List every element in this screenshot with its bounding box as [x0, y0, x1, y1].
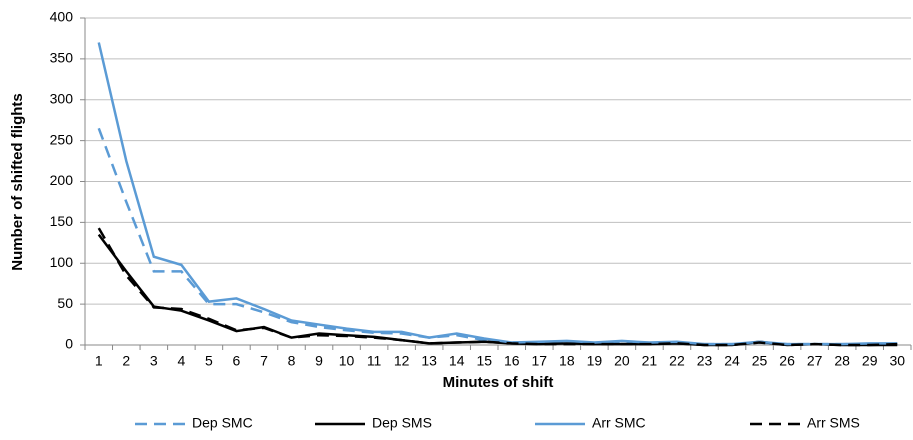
x-tick-label: 20 [614, 353, 630, 369]
x-tick-label: 4 [177, 353, 185, 369]
x-tick-label: 15 [476, 353, 492, 369]
series-line [97, 227, 898, 347]
y-tick-label: 250 [50, 131, 74, 147]
x-tick-label: 11 [367, 353, 382, 369]
legend-label: Arr SMC [592, 415, 646, 431]
x-tick-label: 12 [394, 353, 410, 369]
x-tick-label: 13 [421, 353, 437, 369]
y-tick-label: 400 [50, 9, 74, 25]
x-tick-label: 1 [95, 353, 103, 369]
x-tick-label: 23 [697, 353, 713, 369]
x-axis-title: Minutes of shift [443, 374, 554, 391]
x-tick-label: 6 [233, 353, 241, 369]
x-tick-label: 18 [559, 353, 575, 369]
x-tick-label: 21 [642, 353, 658, 369]
y-tick-label: 150 [50, 213, 74, 229]
x-tick-label: 22 [669, 353, 685, 369]
legend-label: Dep SMS [372, 415, 432, 431]
x-tick-label: 8 [288, 353, 296, 369]
series-line [97, 233, 898, 347]
y-tick-label: 350 [50, 50, 74, 66]
y-tick-label: 300 [50, 90, 74, 106]
x-tick-label: 17 [532, 353, 548, 369]
series-line [97, 42, 898, 346]
x-tick-label: 29 [862, 353, 878, 369]
x-tick-label: 27 [807, 353, 823, 369]
x-tick-label: 2 [122, 353, 130, 369]
x-tick-label: 24 [724, 353, 740, 369]
y-axis-title: Number of shifted flights [9, 93, 26, 271]
x-tick-label: 25 [752, 353, 768, 369]
x-tick-label: 3 [150, 353, 158, 369]
x-tick-label: 10 [339, 353, 355, 369]
y-tick-label: 0 [65, 336, 73, 352]
x-tick-label: 28 [834, 353, 850, 369]
legend-label: Dep SMC [192, 415, 253, 431]
x-tick-label: 19 [587, 353, 603, 369]
x-tick-label: 5 [205, 353, 213, 369]
x-tick-label: 9 [315, 353, 323, 369]
x-tick-label: 30 [889, 353, 905, 369]
legend-label: Arr SMS [807, 415, 860, 431]
x-tick-label: 26 [779, 353, 795, 369]
x-tick-label: 7 [260, 353, 268, 369]
x-tick-label: 16 [504, 353, 520, 369]
y-tick-label: 200 [50, 172, 74, 188]
series-line [97, 127, 898, 346]
y-tick-label: 50 [57, 295, 73, 311]
x-tick-label: 14 [449, 353, 465, 369]
y-tick-label: 100 [50, 254, 74, 270]
